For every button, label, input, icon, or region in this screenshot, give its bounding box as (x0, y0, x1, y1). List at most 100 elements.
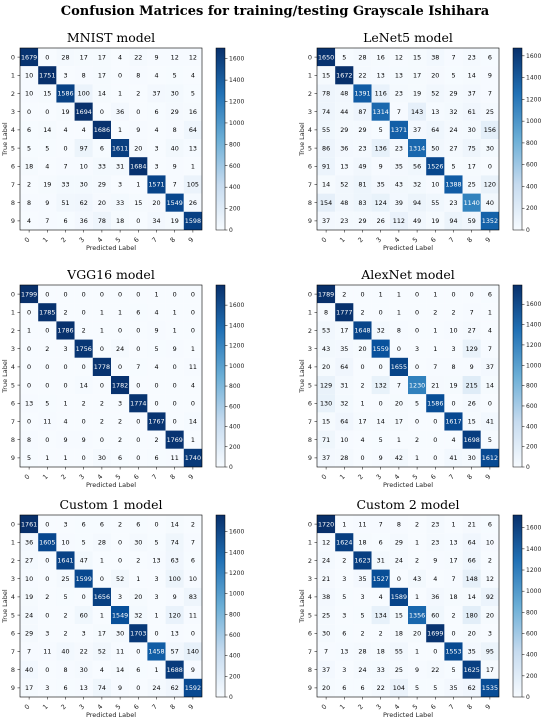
matrix-cell (389, 430, 408, 449)
cell-value: 78 (322, 90, 330, 98)
cell-value: 0 (488, 400, 492, 408)
cell-value: 2 (360, 630, 364, 638)
matrix-cell (444, 606, 463, 625)
x-tick-label: 1 (41, 703, 50, 712)
cell-value: 3 (63, 72, 67, 80)
cell-value: 25 (61, 575, 69, 583)
matrix-cell (335, 102, 354, 121)
cell-value: 20 (98, 199, 106, 207)
cell-value: 14 (322, 181, 330, 189)
matrix-cell (444, 139, 463, 158)
cell-value: 37 (322, 454, 330, 462)
cell-value: 59 (468, 217, 476, 225)
matrix-cell (147, 193, 166, 212)
cell-value: 0 (397, 345, 401, 353)
cell-value: 2 (63, 309, 67, 317)
matrix-cell (408, 660, 427, 679)
matrix-cell (353, 211, 372, 230)
matrix-cell (389, 48, 408, 67)
matrix-cell (462, 376, 481, 395)
matrix-cell (462, 102, 481, 121)
cell-value: 5 (63, 593, 67, 601)
matrix-cell (56, 303, 75, 322)
cell-value: 9 (82, 436, 86, 444)
colorbar (215, 47, 226, 231)
matrix-cell (38, 642, 57, 661)
matrix-cell (426, 394, 445, 413)
matrix-cell (444, 678, 463, 697)
cell-value: 5 (360, 611, 364, 619)
matrix-cell (444, 303, 463, 322)
cell-value: 0 (360, 290, 364, 298)
cell-value: 9 (63, 436, 67, 444)
cell-value: 112 (393, 217, 405, 225)
matrix-cell (389, 678, 408, 697)
cell-value: 55 (322, 126, 330, 134)
matrix-cell (147, 285, 166, 304)
cell-value: 2 (63, 630, 67, 638)
cell-value: 5 (173, 72, 177, 80)
y-tick-label: 1 (11, 72, 15, 80)
cell-value: 7 (433, 363, 437, 371)
cell-value: 1625 (464, 666, 480, 674)
matrix-cell (353, 66, 372, 85)
matrix-cell (371, 339, 390, 358)
matrix-cell (444, 157, 463, 176)
y-tick-label: 0 (308, 290, 312, 298)
y-tick-label: 7 (11, 648, 15, 656)
matrix-cell (371, 84, 390, 103)
cell-value: 52 (98, 648, 106, 656)
cell-value: 0 (191, 290, 195, 298)
matrix-cell (389, 642, 408, 661)
matrix-cell (335, 678, 354, 697)
matrix-cell (389, 587, 408, 606)
matrix-cell (371, 285, 390, 304)
cell-value: 8 (27, 199, 31, 207)
matrix-cell (129, 587, 148, 606)
matrix-cell (183, 678, 202, 697)
cell-value: 0 (45, 290, 49, 298)
matrix-cell (56, 339, 75, 358)
matrix-cell (462, 48, 481, 67)
cell-value: 1 (100, 611, 104, 619)
matrix-frame (316, 47, 500, 231)
matrix-cell (147, 175, 166, 194)
cell-value: 37 (152, 90, 160, 98)
matrix-cell (92, 430, 111, 449)
cell-value: 5 (342, 53, 346, 61)
cell-value: 10 (80, 163, 88, 171)
cell-value: 2 (488, 557, 492, 565)
x-tick-label: 1 (41, 236, 50, 245)
x-tick-label: 6 (132, 236, 141, 245)
cell-value: 26 (189, 199, 197, 207)
cell-value: 9 (191, 666, 195, 674)
cell-value: 0 (63, 144, 67, 152)
matrix-cell (371, 157, 390, 176)
matrix-cell (38, 303, 57, 322)
cell-value: 0 (118, 327, 122, 335)
matrix-cell (74, 551, 93, 570)
matrix-cell (480, 660, 499, 679)
y-tick-label: 5 (11, 144, 15, 152)
matrix-cell (480, 606, 499, 625)
matrix-cell (444, 642, 463, 661)
matrix-cell (74, 624, 93, 643)
x-tick-label: 5 (114, 473, 123, 482)
cell-value: 0 (136, 648, 140, 656)
panel-title: Custom 1 model (59, 497, 162, 512)
matrix-cell (92, 678, 111, 697)
cell-value: 1777 (336, 309, 352, 317)
cell-value: 0 (136, 381, 140, 389)
cell-value: 29 (358, 126, 366, 134)
cell-value: 5 (45, 144, 49, 152)
matrix-cell (20, 394, 39, 413)
x-tick-label: 2 (356, 236, 365, 245)
cell-value: 1 (415, 648, 419, 656)
cell-value: 36 (431, 593, 439, 601)
colorbar-tick-label: 800 (229, 141, 241, 148)
matrix-cell (335, 84, 354, 103)
cell-value: 0 (100, 345, 104, 353)
matrix-cell (111, 533, 130, 552)
y-tick-label: 2 (308, 557, 312, 565)
y-tick-label: 4 (308, 593, 312, 601)
